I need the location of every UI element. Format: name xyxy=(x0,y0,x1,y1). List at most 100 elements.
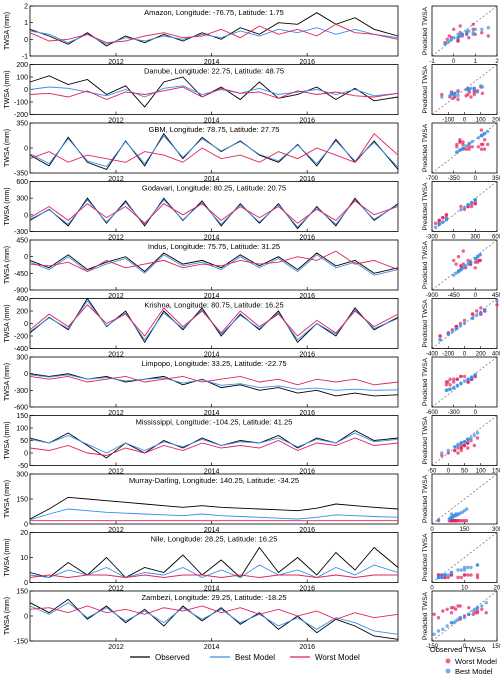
scatter-point-worst xyxy=(495,303,499,307)
scatter-point-worst xyxy=(459,264,463,268)
ts-title: Amazon, Longitude: -76.75, Latitude: 1.7… xyxy=(144,8,284,17)
scatter-point-worst xyxy=(456,575,460,580)
ts-ytick-label: -200 xyxy=(14,112,28,119)
scatter-xtick-label: -50 xyxy=(428,469,437,475)
scatter-point-best xyxy=(476,136,481,140)
scatter-point-best xyxy=(452,36,456,40)
scatter-point-worst xyxy=(437,218,441,223)
scatter-xtick-label: 0 xyxy=(452,59,456,65)
ts-ytick-label: 100 xyxy=(16,75,28,82)
ts-xtick-label: 2012 xyxy=(108,410,124,417)
scatter-point-best xyxy=(473,607,477,611)
ts-ytick-label: 0 xyxy=(24,522,28,529)
scatter-point-best xyxy=(446,573,450,577)
scatter-xtick-label: -600 xyxy=(426,410,439,416)
scatter-xtick-label: 0 xyxy=(452,235,456,241)
scatter-point-best xyxy=(456,443,460,448)
scatter-xtick-label: 1 xyxy=(474,59,478,65)
series-line-worst xyxy=(29,250,399,273)
scatter-point-best xyxy=(436,629,441,633)
scatter-xtick-label: 0 xyxy=(463,118,467,124)
scatter-point-worst xyxy=(438,334,442,338)
scatter-point-best xyxy=(470,139,474,144)
scatter-point-best xyxy=(466,203,470,207)
ts-title: Krishna, Longitude: 80.75, Latitude: 16.… xyxy=(144,301,283,310)
series-line-observed xyxy=(29,546,399,579)
panel-10: -150 0 150 2012 2014 2016 TWSA (mm) Zambezi, Lo… xyxy=(4,589,500,652)
series-line-best xyxy=(29,508,399,521)
ts-ytick-label: 1 xyxy=(24,20,28,27)
series-line-worst xyxy=(29,86,399,100)
scatter-point-worst xyxy=(475,436,480,440)
ts-title: Zambezi, Longitude: 29.25, Latitude: -18… xyxy=(141,593,286,602)
series-line-worst xyxy=(29,375,399,386)
scatter-point-best xyxy=(470,316,475,321)
scatter-point-best xyxy=(459,568,463,572)
scatter-point-worst xyxy=(467,147,471,151)
legend: Observed Best Model Worst Model xyxy=(130,653,360,662)
scatter-point-best xyxy=(464,264,468,268)
ts-xtick-label: 2016 xyxy=(299,644,315,651)
ts-xtick-label: 2012 xyxy=(108,59,124,66)
scatter-xtick-label: 600 xyxy=(492,235,500,241)
scatter-xtick-label: -200 xyxy=(442,352,455,358)
scatter-point-best xyxy=(468,260,473,264)
scatter-point-best xyxy=(472,433,476,438)
scatter-point-worst xyxy=(459,575,463,580)
ts-xtick-label: 2016 xyxy=(299,176,315,183)
scatter-point-worst xyxy=(479,147,484,151)
ts-xtick-label: 2016 xyxy=(299,352,315,359)
scatter-point-best xyxy=(450,329,454,334)
scatter-point-best xyxy=(466,565,470,570)
scatter-ylabel: Predicted TWSA xyxy=(422,65,429,114)
scatter-point-worst xyxy=(456,255,461,259)
scatter-point-best xyxy=(466,437,470,441)
series-line-worst xyxy=(29,605,399,620)
scatter-point-worst xyxy=(441,609,445,613)
ts-ytick-label: -450 xyxy=(14,271,28,278)
ts-xtick-label: 2016 xyxy=(299,586,315,593)
panel-0: -1 0 1 2 2012 2014 2016 TWSA (mm) Amazon, Longit… xyxy=(4,4,499,67)
scatter-point-worst xyxy=(440,453,444,458)
ts-xtick-label: 2016 xyxy=(299,235,315,242)
scatter-point-worst xyxy=(466,441,470,445)
scatter-point-best xyxy=(476,255,480,259)
scatter-point-worst xyxy=(464,147,468,151)
legend-best-label: Best Model xyxy=(235,653,275,662)
ts-ytick-label: 0 xyxy=(24,146,28,153)
scatter-point-worst xyxy=(473,266,477,270)
scatter-point-best xyxy=(480,604,484,608)
ts-ytick-label: -900 xyxy=(14,288,28,295)
ts-ylabel: TWSA (mm) xyxy=(4,246,11,284)
scatter-frame xyxy=(431,239,498,291)
scatter-point-best xyxy=(484,601,488,605)
scatter-legend-best-label: Best Model xyxy=(455,667,493,676)
scatter-point-best xyxy=(459,267,463,272)
scatter-point-worst xyxy=(446,380,450,384)
ts-ytick-label: 450 xyxy=(16,238,28,245)
scatter-point-best xyxy=(458,324,463,328)
scatter-point-worst xyxy=(472,92,476,97)
scatter-xtick-label: 0 xyxy=(474,410,478,416)
ts-ytick-label: 100 xyxy=(16,426,28,433)
scatter-ylabel: Predicted TWSA xyxy=(422,533,429,582)
scatter-xtick-label: 50 xyxy=(461,469,468,475)
scatter-point-worst xyxy=(452,606,456,610)
series-line-best xyxy=(29,27,399,45)
scatter-point-worst xyxy=(462,374,467,379)
ts-frame xyxy=(29,239,399,291)
scatter-point-worst xyxy=(436,616,441,620)
ts-ytick-label: 20 xyxy=(20,530,28,537)
scatter-point-best xyxy=(467,142,471,146)
panel-8: 0 150 300 2012 2014 2016 TWSA (mm) Murray-Darli… xyxy=(4,472,500,535)
scatter-point-worst xyxy=(454,262,458,266)
ts-ytick-label: -400 xyxy=(14,346,28,353)
scatter-point-best xyxy=(456,94,460,98)
scatter-point-best xyxy=(436,518,441,522)
scatter-point-worst xyxy=(452,258,456,263)
scatter-point-worst xyxy=(461,262,465,266)
scatter-xtick-label: 450 xyxy=(492,293,500,299)
ts-xtick-label: 2016 xyxy=(299,410,315,417)
series-line-observed xyxy=(29,429,399,459)
